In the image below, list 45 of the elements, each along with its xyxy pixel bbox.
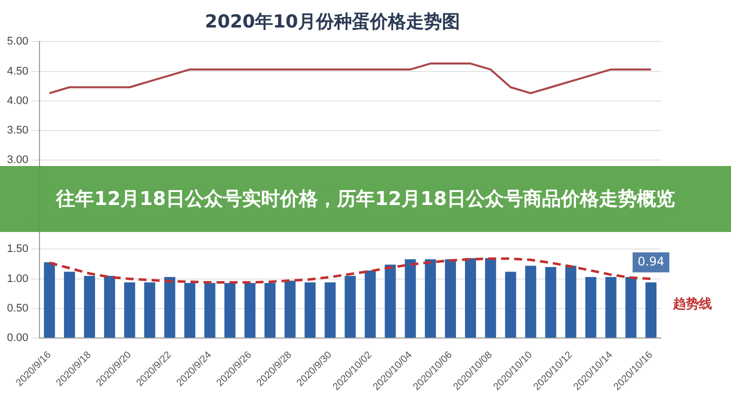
- bar: [525, 266, 536, 338]
- text: 趋势线: [672, 296, 712, 312]
- bar: [324, 282, 336, 338]
- bar: [184, 282, 196, 338]
- chart-title: 2020年10月份种蛋价格走势图: [204, 11, 460, 32]
- bar: [565, 266, 576, 338]
- bar: [585, 277, 596, 338]
- annotation: 往年12月18日公众号实时价格，历年12月18日公众号商品价格走势概览: [56, 187, 675, 212]
- bar: [505, 272, 516, 338]
- bar: [124, 282, 136, 338]
- bar: [444, 259, 456, 338]
- bar: [264, 282, 276, 338]
- bar: [545, 266, 556, 338]
- bar: [64, 272, 75, 338]
- bar: [485, 258, 496, 338]
- y-tick-label: 0.00: [6, 332, 28, 344]
- bar: [164, 277, 176, 338]
- y-tick-label: 5.00: [6, 36, 28, 48]
- bar: [404, 259, 416, 338]
- bar: [625, 277, 636, 338]
- y-tick-label: 3.00: [6, 154, 28, 166]
- y-tick-label: 0.50: [6, 302, 28, 315]
- bar: [605, 277, 616, 338]
- bar: [344, 276, 356, 338]
- bar: [284, 280, 296, 338]
- y-tick-label: 1.50: [6, 243, 28, 256]
- bar: [144, 282, 156, 338]
- bar: [645, 282, 656, 338]
- bar: [44, 262, 55, 338]
- bar: [84, 276, 96, 338]
- bar: [424, 259, 436, 338]
- bar: [104, 276, 116, 338]
- bar: [384, 264, 396, 338]
- bar: [304, 282, 316, 338]
- title-banner: 往年12月18日公众号实时价格，历年12月18日公众号商品价格走势概览: [0, 166, 731, 232]
- y-tick-label: 1.00: [6, 272, 28, 285]
- bar: [465, 258, 476, 338]
- y-tick-label: 4.50: [6, 65, 28, 78]
- bar: [364, 270, 376, 338]
- y-tick-label: 3.50: [6, 124, 28, 137]
- data-label: 0.94: [638, 254, 664, 269]
- y-tick-label: 4.00: [6, 94, 28, 107]
- bar: [224, 282, 236, 338]
- bar: [244, 282, 256, 338]
- bar: [204, 282, 216, 338]
